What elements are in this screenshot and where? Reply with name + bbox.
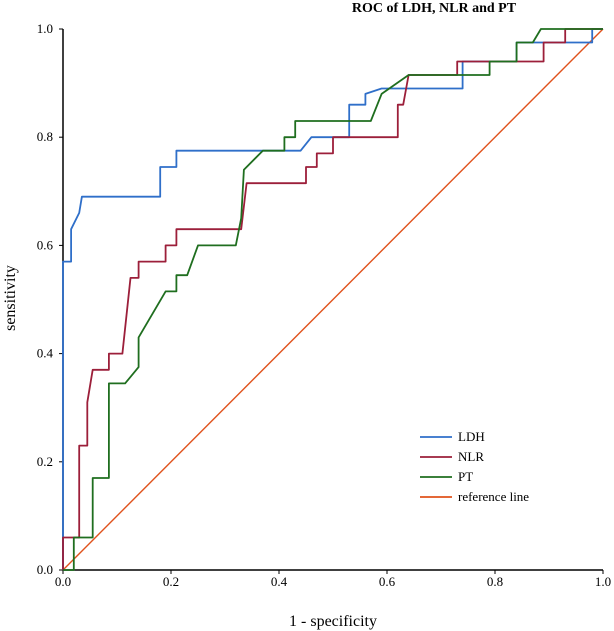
y-tick-label: 0.0 bbox=[37, 562, 53, 577]
x-tick-label: 0.4 bbox=[271, 574, 288, 589]
x-tick-label: 0.6 bbox=[379, 574, 396, 589]
legend-label-nlr: NLR bbox=[458, 449, 484, 464]
x-tick-label: 0.0 bbox=[55, 574, 71, 589]
x-tick-label: 1.0 bbox=[595, 574, 611, 589]
x-tick-label: 0.8 bbox=[487, 574, 503, 589]
y-tick-label: 0.6 bbox=[37, 237, 54, 252]
x-axis-ticks: 0.0 0.2 0.4 0.6 0.8 1.0 bbox=[55, 570, 611, 589]
y-tick-label: 0.8 bbox=[37, 129, 53, 144]
legend-label-reference-line: reference line bbox=[458, 489, 529, 504]
y-tick-label: 0.4 bbox=[37, 346, 54, 361]
legend-label-pt: PT bbox=[458, 469, 473, 484]
x-axis-label: 1 - specificity bbox=[289, 613, 377, 630]
y-axis-ticks: 0.0 0.2 0.4 0.6 0.8 1.0 bbox=[37, 21, 63, 577]
roc-curves bbox=[62, 28, 604, 571]
y-axis-label: sensitivity bbox=[2, 265, 19, 331]
legend-label-ldh: LDH bbox=[458, 429, 485, 444]
series-line-pt bbox=[63, 28, 603, 571]
series-line-nlr bbox=[62, 28, 603, 570]
y-tick-label: 1.0 bbox=[37, 21, 53, 36]
chart-title: ROC of LDH, NLR and PT bbox=[352, 1, 517, 16]
series-line-reference-line bbox=[62, 28, 604, 571]
y-tick-label: 0.2 bbox=[37, 454, 53, 469]
legend: LDH NLR PT reference line bbox=[420, 429, 529, 504]
x-tick-label: 0.2 bbox=[163, 574, 179, 589]
